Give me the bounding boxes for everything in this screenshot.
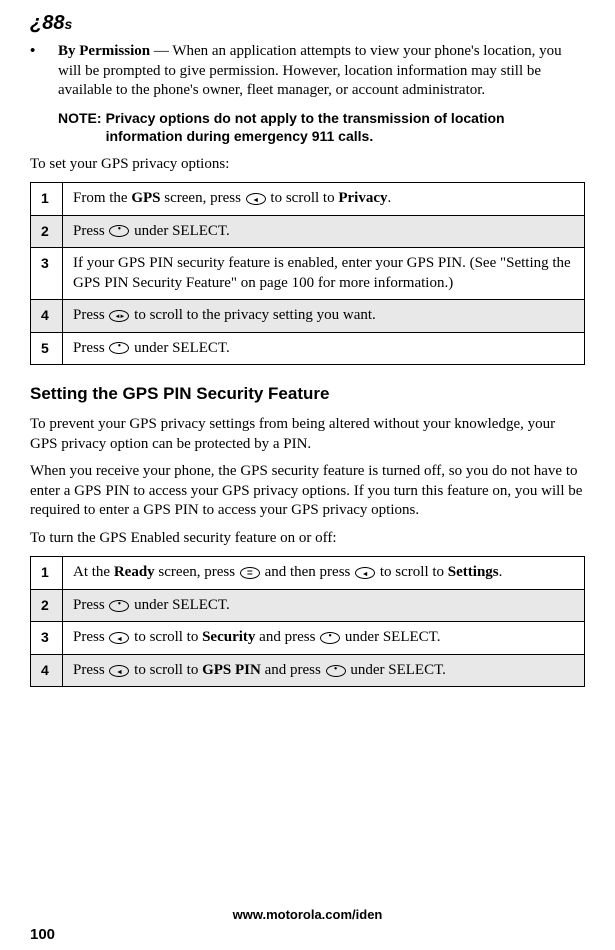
step-number: 2 xyxy=(31,215,63,248)
step-number: 1 xyxy=(31,183,63,216)
logo-main: ¿88 xyxy=(30,12,64,34)
steps-table-2: 1 At the Ready screen, press and then pr… xyxy=(30,556,585,687)
table-row: 4 Press to scroll to GPS PIN and press u… xyxy=(31,654,585,687)
table-row: 4 Press to scroll to the privacy setting… xyxy=(31,300,585,333)
step-number: 2 xyxy=(31,589,63,622)
bullet-text: By Permission — When an application atte… xyxy=(58,42,585,101)
step-number: 5 xyxy=(31,332,63,365)
step-text: Press under SELECT. xyxy=(63,215,585,248)
step-number: 3 xyxy=(31,622,63,655)
select-key-icon xyxy=(109,342,129,354)
select-key-icon xyxy=(109,600,129,612)
logo-sub: s xyxy=(64,16,72,32)
section-heading: Setting the GPS PIN Security Feature xyxy=(30,383,585,405)
note-text: Privacy options do not apply to the tran… xyxy=(106,109,585,145)
nav-left-icon xyxy=(355,567,375,579)
bullet-sep: — xyxy=(150,43,172,59)
paragraph: When you receive your phone, the GPS sec… xyxy=(30,462,585,521)
intro-paragraph-2: To turn the GPS Enabled security feature… xyxy=(30,529,585,549)
step-number: 4 xyxy=(31,300,63,333)
bullet-title: By Permission xyxy=(58,43,150,59)
table-row: 1 From the GPS screen, press to scroll t… xyxy=(31,183,585,216)
step-text: At the Ready screen, press and then pres… xyxy=(63,557,585,590)
steps-table-1: 1 From the GPS screen, press to scroll t… xyxy=(30,182,585,365)
nav-left-icon xyxy=(246,193,266,205)
product-logo: ¿88s xyxy=(30,10,585,36)
table-row: 3 Press to scroll to Security and press … xyxy=(31,622,585,655)
footer-url: www.motorola.com/iden xyxy=(0,907,615,924)
nav-left-icon xyxy=(109,665,129,677)
select-key-icon xyxy=(109,225,129,237)
note-label: NOTE: xyxy=(58,109,102,145)
step-text: Press to scroll to GPS PIN and press und… xyxy=(63,654,585,687)
bullet-mark: • xyxy=(30,42,58,101)
nav-left-icon xyxy=(109,632,129,644)
note-block: NOTE: Privacy options do not apply to th… xyxy=(58,109,585,145)
step-text: Press to scroll to the privacy setting y… xyxy=(63,300,585,333)
select-key-icon xyxy=(326,665,346,677)
step-text: From the GPS screen, press to scroll to … xyxy=(63,183,585,216)
step-text: Press under SELECT. xyxy=(63,332,585,365)
page-number: 100 xyxy=(30,925,55,945)
select-key-icon xyxy=(320,632,340,644)
step-number: 3 xyxy=(31,248,63,300)
table-row: 2 Press under SELECT. xyxy=(31,215,585,248)
paragraph: To prevent your GPS privacy settings fro… xyxy=(30,415,585,454)
step-number: 4 xyxy=(31,654,63,687)
step-text: Press under SELECT. xyxy=(63,589,585,622)
intro-paragraph-1: To set your GPS privacy options: xyxy=(30,155,585,175)
table-row: 2 Press under SELECT. xyxy=(31,589,585,622)
step-text: If your GPS PIN security feature is enab… xyxy=(63,248,585,300)
table-row: 1 At the Ready screen, press and then pr… xyxy=(31,557,585,590)
table-row: 3 If your GPS PIN security feature is en… xyxy=(31,248,585,300)
table-row: 5 Press under SELECT. xyxy=(31,332,585,365)
step-text: Press to scroll to Security and press un… xyxy=(63,622,585,655)
menu-key-icon xyxy=(240,567,260,579)
nav-lr-icon xyxy=(109,310,129,322)
bullet-by-permission: • By Permission — When an application at… xyxy=(30,42,585,101)
step-number: 1 xyxy=(31,557,63,590)
